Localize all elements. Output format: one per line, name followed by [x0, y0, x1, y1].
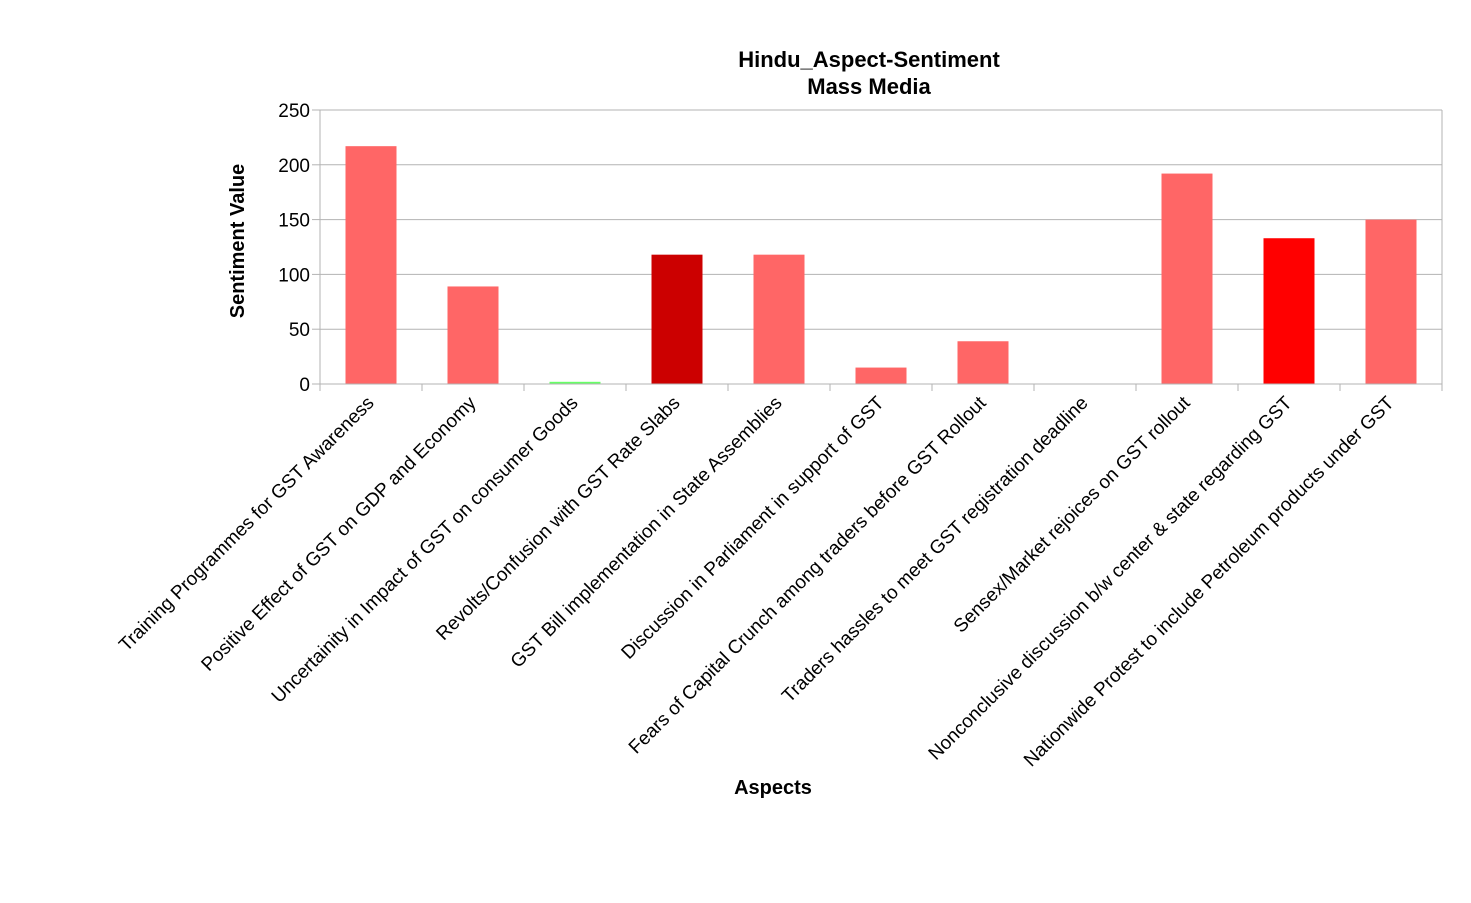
- chart-title: Hindu_Aspect-Sentiment: [738, 47, 1000, 72]
- y-tick-label-0: 0: [299, 375, 310, 396]
- y-tick-label-4: 200: [278, 156, 310, 177]
- x-category-label-6: Fears of Capital Crunch among traders be…: [625, 392, 991, 758]
- bars: [345, 146, 1417, 384]
- bar-10: [1365, 219, 1417, 384]
- y-tick-labels: 0 50 100 150 200 250: [278, 101, 310, 396]
- y-tick-label-3: 150: [278, 211, 310, 232]
- bar-2: [549, 381, 601, 384]
- x-category-label-10: Nationwide Protest to include Petroleum …: [1020, 392, 1399, 771]
- bar-0: [345, 146, 397, 384]
- x-category-labels: Training Programmes for GST AwarenessPos…: [115, 392, 1399, 771]
- bar-6: [957, 341, 1009, 384]
- y-axis-title: Sentiment Value: [227, 164, 249, 319]
- x-category-label-9: Nonconclusive discussion b/w center & st…: [925, 392, 1297, 764]
- y-tick-label-1: 50: [289, 320, 310, 341]
- axes: [319, 110, 1443, 391]
- x-axis-title: Aspects: [734, 777, 812, 799]
- y-tick-label-2: 100: [278, 265, 310, 286]
- y-tick-label-5: 250: [278, 101, 310, 122]
- bar-3: [651, 254, 703, 384]
- gridlines: [312, 109, 1442, 385]
- chart-subtitle: Mass Media: [807, 74, 931, 99]
- bar-1: [447, 286, 499, 384]
- bar-8: [1161, 173, 1213, 384]
- bar-4: [753, 254, 805, 384]
- bar-5: [855, 367, 907, 384]
- bar-9: [1263, 238, 1315, 384]
